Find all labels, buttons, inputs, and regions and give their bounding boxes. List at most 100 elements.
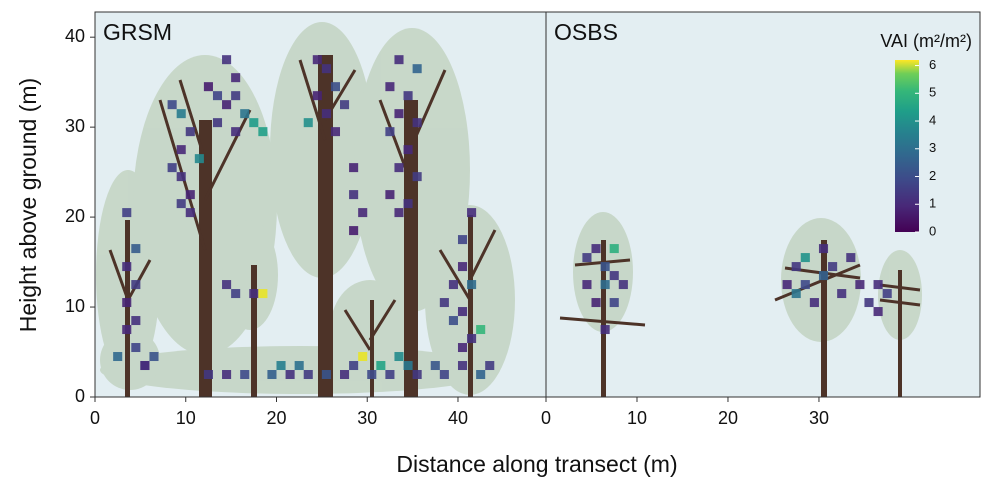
voxel	[855, 280, 865, 290]
voxel	[149, 352, 159, 362]
voxel	[240, 370, 250, 380]
voxel	[457, 361, 468, 371]
voxel	[122, 298, 132, 308]
voxel	[167, 163, 177, 173]
voxel	[439, 298, 449, 308]
x-tick-label: 30	[809, 408, 829, 428]
voxel	[330, 82, 341, 92]
voxel	[203, 82, 213, 92]
voxel	[321, 370, 331, 380]
voxel	[609, 244, 619, 254]
x-tick-label: 0	[541, 408, 551, 428]
voxel	[321, 109, 331, 119]
voxel	[267, 370, 277, 380]
voxel	[818, 244, 829, 254]
voxel	[600, 262, 610, 272]
voxel	[412, 370, 422, 380]
x-tick-label: 10	[176, 408, 196, 428]
voxel	[609, 298, 619, 308]
voxel	[240, 109, 250, 119]
voxel	[222, 370, 232, 380]
voxel	[222, 55, 232, 65]
voxel	[321, 64, 331, 74]
voxel	[412, 64, 422, 74]
x-tick-label: 10	[627, 408, 647, 428]
voxel	[800, 280, 810, 290]
voxel	[394, 109, 404, 119]
voxel	[448, 316, 458, 326]
voxel	[330, 127, 341, 137]
colorbar-tick-label: 0	[929, 223, 936, 238]
y-tick-label: 40	[65, 26, 85, 46]
x-tick-label: 30	[357, 408, 377, 428]
voxel	[791, 262, 801, 272]
colorbar-tick-label: 6	[929, 57, 936, 72]
x-tick-label: 20	[266, 408, 286, 428]
voxel	[448, 280, 458, 290]
y-tick-label: 10	[65, 296, 85, 316]
voxel	[113, 352, 123, 362]
voxel	[303, 370, 313, 380]
voxel	[122, 325, 132, 335]
voxel	[394, 55, 404, 65]
y-tick-label: 30	[65, 116, 85, 136]
voxel	[231, 91, 241, 101]
voxel	[457, 307, 468, 317]
voxel	[457, 343, 468, 353]
colorbar-label: VAI (m²/m²)	[880, 31, 972, 51]
voxel	[367, 370, 377, 380]
voxel	[376, 361, 386, 371]
voxel	[131, 343, 141, 353]
voxel	[591, 244, 601, 254]
voxel	[131, 316, 141, 326]
voxel	[176, 172, 186, 182]
voxel	[864, 298, 874, 308]
voxel	[122, 208, 132, 218]
voxel	[294, 361, 304, 371]
voxel	[600, 280, 610, 290]
voxel	[430, 361, 440, 371]
colorbar	[895, 60, 919, 232]
x-tick-label: 40	[448, 408, 468, 428]
voxel	[122, 262, 132, 272]
voxel	[349, 226, 359, 236]
voxel	[403, 361, 413, 371]
voxel	[276, 361, 286, 371]
plot-frame	[94, 11, 981, 398]
voxel	[312, 55, 322, 65]
voxel	[882, 289, 892, 299]
voxel	[303, 118, 313, 128]
y-tick-label: 20	[65, 206, 85, 226]
voxel	[231, 289, 241, 299]
voxel	[403, 145, 413, 155]
voxel	[385, 82, 395, 92]
voxel	[828, 262, 838, 272]
voxel	[782, 280, 792, 290]
voxel	[591, 298, 601, 308]
voxel	[358, 208, 368, 218]
voxel	[358, 352, 368, 362]
voxel	[185, 190, 195, 200]
voxel	[846, 253, 856, 263]
voxel	[131, 244, 141, 254]
voxel	[403, 199, 413, 209]
voxel	[809, 298, 819, 308]
panel-title: GRSM	[103, 19, 172, 45]
voxel	[131, 280, 141, 290]
voxel	[467, 334, 477, 344]
voxel	[231, 127, 241, 137]
voxel	[385, 190, 395, 200]
voxel	[476, 370, 486, 380]
voxel	[582, 280, 592, 290]
x-tick-label: 0	[90, 408, 100, 428]
voxel	[176, 145, 186, 155]
voxel	[212, 118, 223, 128]
x-tick-label: 20	[718, 408, 738, 428]
voxel	[837, 289, 847, 299]
voxel	[412, 118, 422, 128]
voxel	[457, 262, 468, 272]
voxel	[467, 208, 477, 218]
colorbar-tick-label: 2	[929, 168, 936, 183]
voxel	[176, 109, 186, 119]
voxel	[800, 253, 810, 263]
